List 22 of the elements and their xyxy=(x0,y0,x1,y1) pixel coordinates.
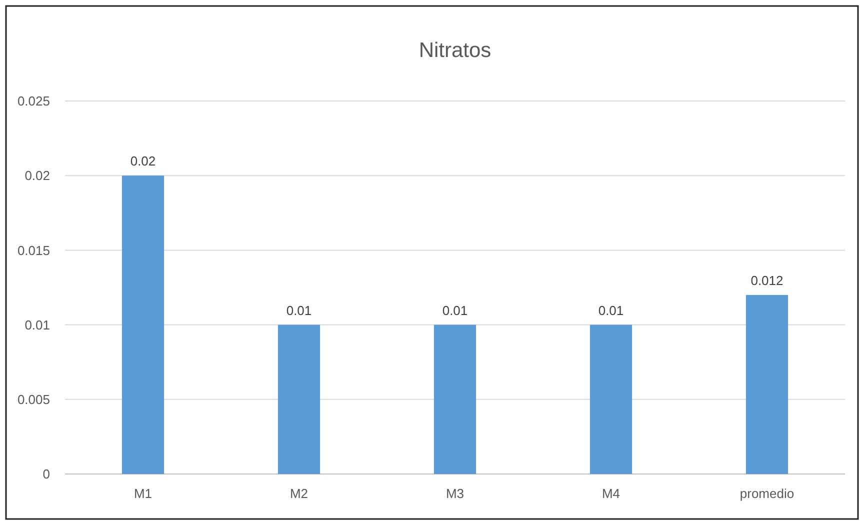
x-tick-label: M2 xyxy=(290,486,308,501)
y-tick-label: 0.005 xyxy=(17,392,50,407)
x-tick-label: M4 xyxy=(602,486,620,501)
x-tick-label: M1 xyxy=(134,486,152,501)
bar xyxy=(746,294,788,474)
y-tick-label: 0.015 xyxy=(17,242,50,258)
data-label: 0.02 xyxy=(130,154,156,169)
y-tick-label: 0 xyxy=(42,466,50,482)
bar xyxy=(278,324,320,474)
y-tick-label: 0.01 xyxy=(24,317,50,332)
data-label: 0.012 xyxy=(750,272,784,288)
x-tick-label: M3 xyxy=(446,486,464,501)
y-tick-label: 0.02 xyxy=(24,168,50,184)
x-tick-label: promedio xyxy=(740,486,794,501)
chart-title: Nitratos xyxy=(418,39,492,62)
bar xyxy=(590,324,632,474)
data-label: 0.01 xyxy=(442,302,468,318)
data-label: 0.01 xyxy=(286,302,312,318)
bar xyxy=(434,324,476,474)
bar xyxy=(122,176,164,474)
y-tick-label: 0.025 xyxy=(17,94,50,109)
data-label: 0.01 xyxy=(598,302,624,318)
